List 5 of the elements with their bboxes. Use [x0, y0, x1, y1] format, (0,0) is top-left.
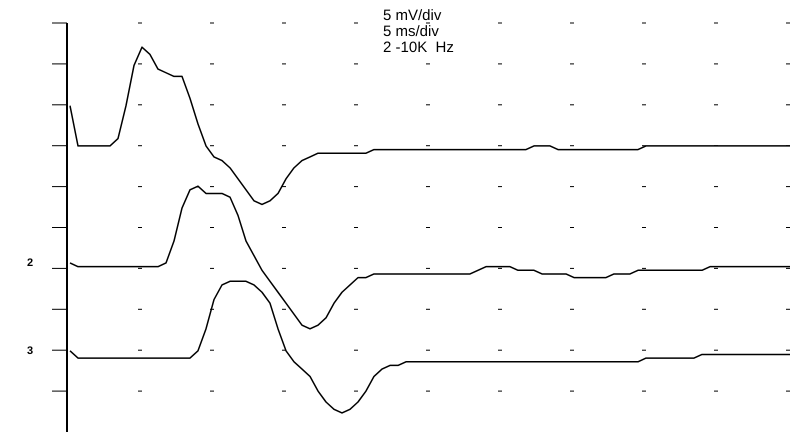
- text: 5 mV/div: [383, 7, 442, 24]
- legend-label: 2: [26, 257, 34, 270]
- legend-label: 3: [26, 344, 34, 357]
- annotation: 2 -10K Hz: [383, 39, 454, 56]
- text: 5 ms/div: [383, 23, 440, 40]
